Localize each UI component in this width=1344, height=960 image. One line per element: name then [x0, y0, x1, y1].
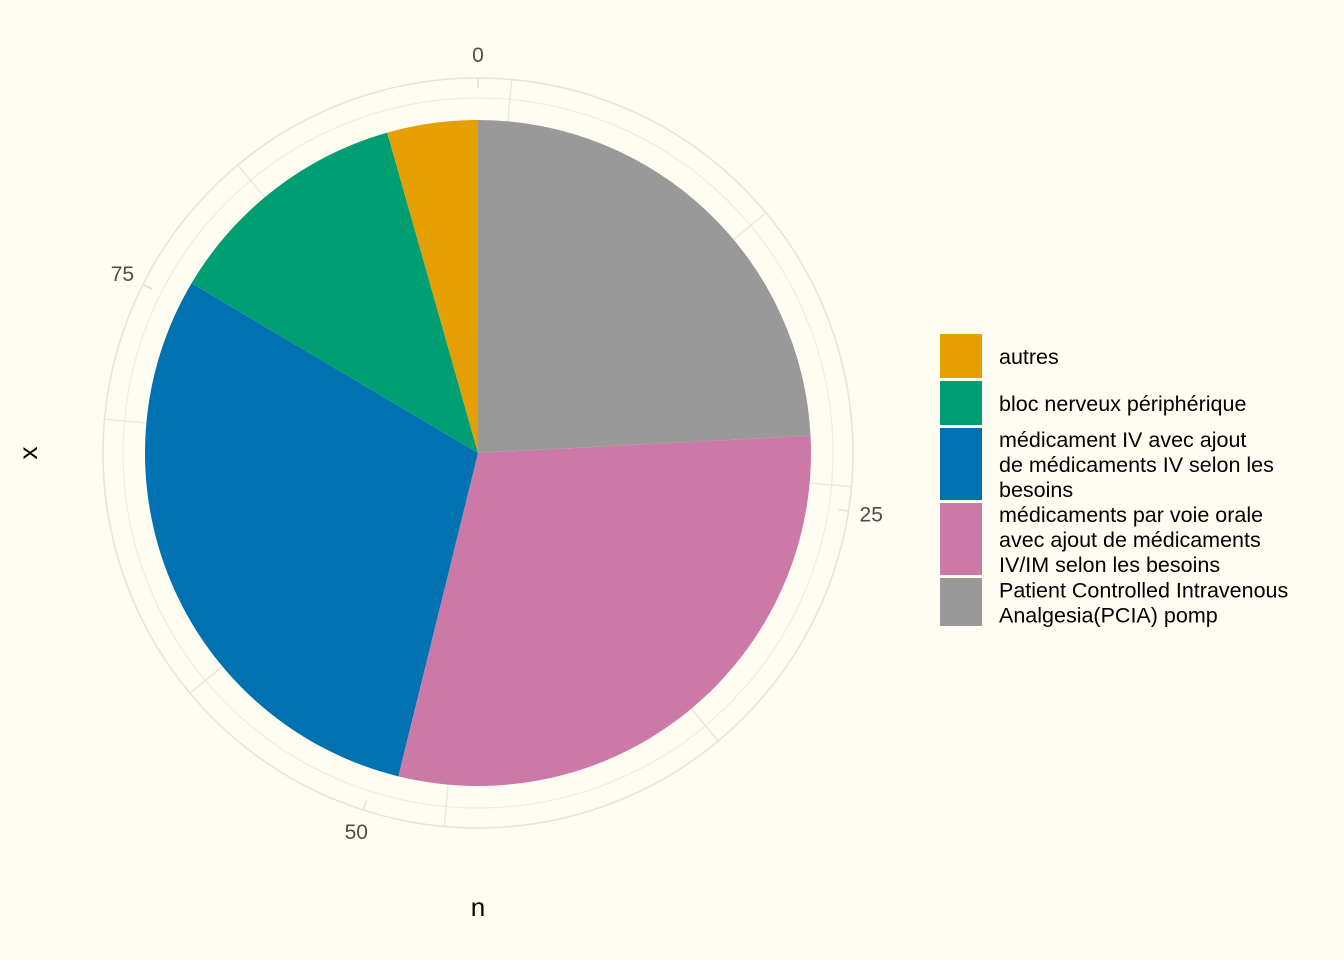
legend-label-4: Patient Controlled Intravenous — [999, 579, 1288, 603]
tick-mark-75 — [142, 283, 153, 290]
tick-label-0: 0 — [472, 44, 484, 67]
grid-circle-inner — [122, 97, 834, 809]
legend-label-2: de médicaments IV selon les — [999, 453, 1274, 477]
pie-slice-2 — [145, 283, 478, 777]
legend-label-1: bloc nerveux périphérique — [999, 392, 1246, 416]
legend-label-3: avec ajout de médicaments — [999, 528, 1261, 552]
pie-slice-0 — [478, 120, 811, 453]
legend-label-0: autres — [999, 345, 1059, 369]
legend: autres bloc nerveux périphérique médicamen… — [940, 334, 1288, 628]
tick-label-75: 75 — [111, 263, 134, 286]
legend-label-3: médicaments par voie orale — [999, 503, 1263, 527]
pie-slices — [145, 120, 811, 786]
pie-slice-4 — [387, 120, 478, 453]
pie-slice-3 — [191, 132, 479, 453]
tick-mark-25 — [838, 508, 849, 512]
tick-label-25: 25 — [860, 504, 883, 527]
legend-label-3: IV/IM selon les besoins — [999, 553, 1220, 577]
legend-label-4: Analgesia(PCIA) pomp — [999, 604, 1218, 628]
tick-mark-50 — [362, 800, 368, 811]
legend-key-3 — [940, 503, 982, 575]
legend-key-2 — [940, 428, 982, 500]
tick-label-50: 50 — [345, 821, 368, 844]
legend-key-0 — [940, 334, 982, 378]
legend-label-2: médicament IV avec ajout — [999, 428, 1246, 452]
legend-key-4 — [940, 578, 982, 626]
angular-tick-labels: 0 25 50 75 — [111, 44, 883, 844]
pie-slice-1 — [398, 435, 811, 786]
legend-key-1 — [940, 381, 982, 425]
legend-label-2: besoins — [999, 478, 1073, 502]
x-axis-title: n — [471, 892, 485, 922]
y-axis-title: x — [13, 447, 43, 460]
